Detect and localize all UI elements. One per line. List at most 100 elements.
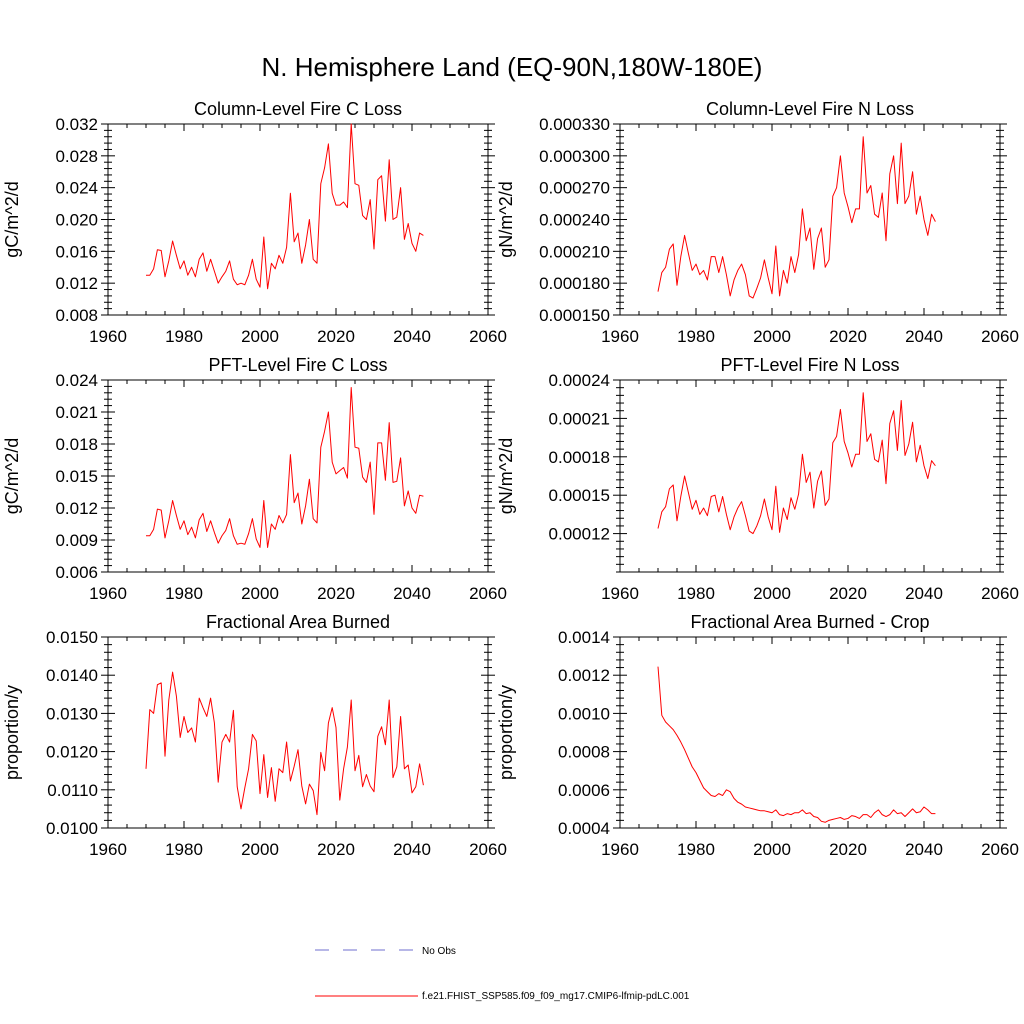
y-axis-label: proportion/y [2, 685, 22, 780]
y-tick-label: 0.000150 [539, 306, 610, 325]
x-tick-label: 2040 [393, 584, 431, 603]
figure-title: N. Hemisphere Land (EQ-90N,180W-180E) [262, 52, 763, 82]
y-tick-label: 0.0150 [46, 628, 98, 647]
y-tick-label: 0.0010 [558, 704, 610, 723]
y-tick-label: 0.0130 [46, 704, 98, 723]
x-tick-label: 2040 [393, 840, 431, 859]
panel-title: Fractional Area Burned - Crop [690, 612, 929, 632]
panel-title: Fractional Area Burned [206, 612, 390, 632]
y-tick-label: 0.00015 [549, 486, 610, 505]
x-tick-label: 2060 [981, 584, 1019, 603]
legend: No Obs f.e21.FHIST_SSP585.f09_f09_mg17.C… [315, 946, 690, 1002]
y-tick-label: 0.0012 [558, 666, 610, 685]
series-line [657, 136, 936, 299]
y-tick-label: 0.0006 [558, 781, 610, 800]
plot-frame [619, 123, 1001, 316]
series-line [657, 392, 936, 535]
x-tick-label: 2060 [469, 327, 507, 346]
y-axis-label: gC/m^2/d [2, 181, 22, 257]
panel-title: Column-Level Fire N Loss [706, 99, 914, 119]
panel-title: PFT-Level Fire C Loss [208, 355, 387, 375]
y-tick-label: 0.016 [55, 242, 98, 261]
x-tick-label: 2020 [317, 584, 355, 603]
plot-frame [619, 636, 1001, 829]
x-tick-label: 2000 [241, 840, 279, 859]
x-tick-label: 2020 [317, 327, 355, 346]
y-axis-label: proportion/y [496, 685, 516, 780]
chart-panel: Column-Level Fire N Loss gN/m^2/d 1960 1980… [496, 99, 1019, 346]
y-tick-label: 0.021 [55, 403, 98, 422]
x-tick-label: 2020 [829, 840, 867, 859]
y-tick-label: 0.0140 [46, 666, 98, 685]
series-line [657, 666, 936, 823]
y-tick-label: 0.0120 [46, 743, 98, 762]
y-tick-label: 0.0014 [558, 628, 610, 647]
y-tick-label: 0.000270 [539, 179, 610, 198]
x-tick-label: 2000 [241, 584, 279, 603]
y-tick-label: 0.012 [55, 274, 98, 293]
x-tick-label: 1960 [89, 327, 127, 346]
y-tick-label: 0.020 [55, 211, 98, 230]
y-tick-label: 0.018 [55, 435, 98, 454]
y-tick-label: 0.00024 [549, 371, 610, 390]
chart-panel: Fractional Area Burned - Crop proportion/… [496, 612, 1019, 859]
x-tick-label: 2060 [981, 840, 1019, 859]
series-line [145, 671, 424, 816]
y-axis-label: gC/m^2/d [2, 438, 22, 514]
y-tick-label: 0.0110 [47, 781, 98, 800]
x-tick-label: 2060 [469, 584, 507, 603]
y-tick-label: 0.028 [55, 147, 98, 166]
y-tick-label: 0.000210 [539, 242, 610, 261]
y-tick-label: 0.0008 [558, 743, 610, 762]
x-tick-label: 1980 [677, 327, 715, 346]
series-line [146, 123, 424, 290]
y-tick-label: 0.015 [55, 467, 98, 486]
x-tick-label: 2020 [317, 840, 355, 859]
y-tick-label: 0.00021 [549, 409, 610, 428]
chart-panel: Fractional Area Burned proportion/y 1960 19… [2, 612, 507, 859]
x-tick-label: 1960 [601, 840, 639, 859]
y-axis-label: gN/m^2/d [496, 438, 516, 514]
legend-model-label: f.e21.FHIST_SSP585.f09_f09_mg17.CMIP6-lf… [422, 991, 690, 1002]
y-tick-label: 0.009 [55, 531, 98, 550]
y-tick-label: 0.006 [55, 563, 98, 582]
panels: Column-Level Fire C Loss gC/m^2/d 1960 1980… [2, 99, 1019, 859]
x-tick-label: 2040 [905, 584, 943, 603]
chart-panel: PFT-Level Fire N Loss gN/m^2/d 1960 1980 200… [496, 355, 1019, 603]
plot-frame [107, 379, 489, 573]
y-tick-label: 0.000330 [539, 115, 610, 134]
x-tick-label: 2020 [829, 584, 867, 603]
x-tick-label: 1980 [165, 584, 203, 603]
y-axis-label: gN/m^2/d [496, 181, 516, 257]
y-tick-label: 0.008 [55, 306, 98, 325]
y-tick-label: 0.024 [55, 179, 98, 198]
x-tick-label: 2060 [981, 327, 1019, 346]
x-tick-label: 2060 [469, 840, 507, 859]
y-tick-label: 0.012 [55, 499, 98, 518]
x-tick-label: 2040 [905, 840, 943, 859]
x-tick-label: 2040 [905, 327, 943, 346]
chart-panel: PFT-Level Fire C Loss gC/m^2/d 1960 1980 200… [2, 355, 507, 603]
x-tick-label: 1980 [165, 840, 203, 859]
x-tick-label: 2000 [753, 584, 791, 603]
y-tick-label: 0.0100 [46, 819, 98, 838]
y-tick-label: 0.032 [55, 115, 98, 134]
y-tick-label: 0.000300 [539, 147, 610, 166]
y-tick-label: 0.000240 [539, 211, 610, 230]
x-tick-label: 1960 [89, 840, 127, 859]
y-tick-label: 0.024 [55, 371, 98, 390]
x-tick-label: 1960 [89, 584, 127, 603]
x-tick-label: 1980 [165, 327, 203, 346]
x-tick-label: 2000 [241, 327, 279, 346]
panel-title: Column-Level Fire C Loss [194, 99, 402, 119]
chart-panel: Column-Level Fire C Loss gC/m^2/d 1960 1980… [2, 99, 507, 346]
x-tick-label: 1980 [677, 840, 715, 859]
plot-frame [107, 636, 489, 829]
legend-obs-label: No Obs [422, 946, 456, 957]
x-tick-label: 1960 [601, 327, 639, 346]
plot-frame [107, 123, 489, 316]
panel-title: PFT-Level Fire N Loss [720, 355, 899, 375]
y-tick-label: 0.00012 [549, 525, 610, 544]
series-line [146, 386, 424, 548]
x-tick-label: 1960 [601, 584, 639, 603]
